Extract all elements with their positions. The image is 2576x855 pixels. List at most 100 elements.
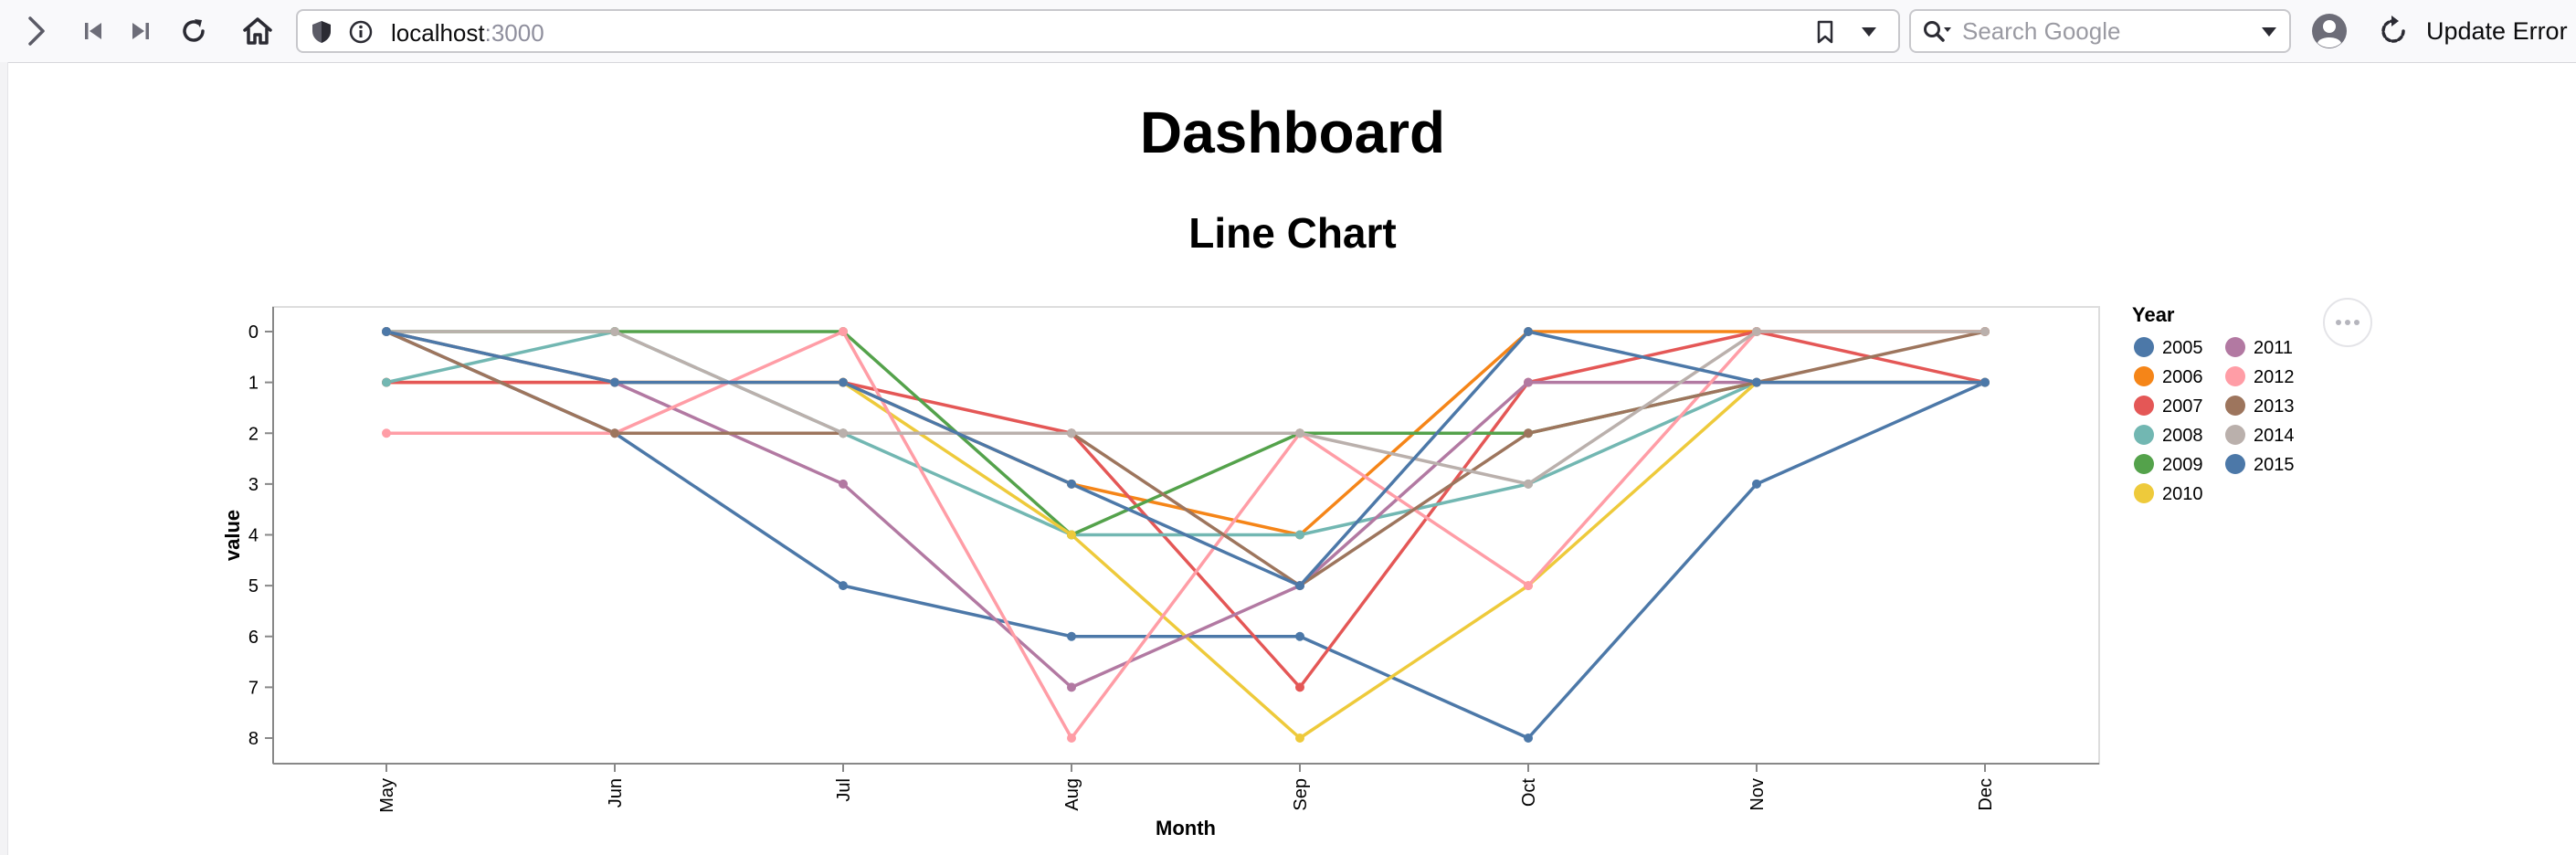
data-point-2005[interactable] xyxy=(1524,734,1533,743)
account-button[interactable] xyxy=(2311,13,2348,49)
x-tick-label: Jul xyxy=(834,778,854,802)
data-point-2008[interactable] xyxy=(1295,530,1304,540)
page-title: Dashboard xyxy=(1139,100,1446,165)
data-point-2012[interactable] xyxy=(1067,734,1076,743)
data-point-2015[interactable] xyxy=(839,377,848,387)
y-axis-title: value xyxy=(221,510,244,561)
legend-label-2014: 2014 xyxy=(2254,426,2295,446)
y-tick-label: 2 xyxy=(248,424,259,444)
y-tick-label: 3 xyxy=(248,475,259,495)
data-point-2005[interactable] xyxy=(1295,631,1304,641)
search-input[interactable] xyxy=(1962,16,2236,46)
data-point-2014[interactable] xyxy=(1067,428,1076,438)
update-icon xyxy=(2381,16,2405,43)
series-line-2011 xyxy=(385,330,1985,690)
skip-forward-button[interactable] xyxy=(122,13,159,49)
data-point-2013[interactable] xyxy=(610,428,619,438)
url-bar[interactable]: localhost:3000 xyxy=(296,9,1900,53)
data-point-2013[interactable] xyxy=(1524,428,1533,438)
reload-button[interactable] xyxy=(175,13,212,49)
data-point-2005[interactable] xyxy=(839,581,848,591)
data-point-2012[interactable] xyxy=(839,327,848,336)
legend-label-2011: 2011 xyxy=(2254,338,2293,358)
legend-swatch-2007 xyxy=(2134,396,2154,416)
data-point-2007[interactable] xyxy=(1295,682,1304,692)
search-icon xyxy=(1924,21,1951,42)
data-point-2015[interactable] xyxy=(382,327,391,336)
reload-icon xyxy=(183,19,205,42)
y-tick-label: 7 xyxy=(248,678,259,698)
update-button[interactable] xyxy=(2375,13,2412,49)
url-host: localhost xyxy=(391,19,485,47)
url-port: :3000 xyxy=(484,19,544,47)
x-tick-label: Nov xyxy=(1747,778,1768,811)
data-point-2015[interactable] xyxy=(1980,377,1990,387)
legend-label-2007: 2007 xyxy=(2162,396,2203,417)
info-icon[interactable] xyxy=(349,20,373,44)
data-point-2015[interactable] xyxy=(1524,327,1533,336)
data-point-2014[interactable] xyxy=(1524,479,1533,489)
legend-label-2006: 2006 xyxy=(2162,367,2203,387)
data-point-2011[interactable] xyxy=(839,479,848,489)
skip-back-icon xyxy=(85,23,101,39)
home-icon xyxy=(243,17,272,45)
legend-swatch-2010 xyxy=(2134,483,2154,503)
bookmark-icon[interactable] xyxy=(1816,20,1834,44)
y-tick-label: 8 xyxy=(248,729,259,749)
browser-toolbar: localhost:3000 Update Error xyxy=(0,0,2576,63)
data-point-2014[interactable] xyxy=(1295,428,1304,438)
legend-label-2005: 2005 xyxy=(2162,338,2203,358)
data-point-2014[interactable] xyxy=(610,327,619,336)
data-point-2010[interactable] xyxy=(1067,530,1076,540)
chart-heading: Line Chart xyxy=(1188,209,1397,257)
legend-label-2008: 2008 xyxy=(2162,426,2203,446)
x-tick-label: Sep xyxy=(1291,778,1311,811)
search-bar[interactable] xyxy=(1909,9,2291,53)
y-tick-label: 4 xyxy=(248,526,259,546)
legend-swatch-2014 xyxy=(2225,425,2245,445)
data-point-2015[interactable] xyxy=(1067,479,1076,489)
x-axis: May Jun Jul Aug Sep Oct Nov Dec xyxy=(273,763,2099,813)
skip-back-button[interactable] xyxy=(75,13,111,49)
legend-swatch-2009 xyxy=(2134,454,2154,474)
shield-icon xyxy=(312,21,331,43)
legend-swatch-2012 xyxy=(2225,366,2245,386)
chart-actions-button[interactable] xyxy=(2323,298,2372,347)
legend-label-2009: 2009 xyxy=(2162,455,2203,475)
series-line-2014 xyxy=(386,330,1985,486)
y-tick-label: 0 xyxy=(248,322,259,343)
data-point-2008[interactable] xyxy=(382,377,391,387)
data-point-2014[interactable] xyxy=(1752,327,1761,336)
data-point-2014[interactable] xyxy=(839,428,848,438)
page-left-edge xyxy=(0,62,8,855)
y-tick-label: 5 xyxy=(248,576,259,596)
series-lines xyxy=(385,330,1986,740)
data-point-2012[interactable] xyxy=(382,428,391,438)
legend-title: Year xyxy=(2132,303,2175,326)
data-point-2015[interactable] xyxy=(1295,581,1304,591)
home-button[interactable] xyxy=(239,13,276,49)
data-point-2012[interactable] xyxy=(1524,581,1533,591)
data-point-2011[interactable] xyxy=(1067,682,1076,692)
legend-label-2010: 2010 xyxy=(2162,484,2203,504)
legend-swatch-2013 xyxy=(2225,396,2245,416)
series-line-2013 xyxy=(385,330,1986,587)
update-error-label[interactable]: Update Error xyxy=(2426,17,2568,45)
x-tick-label: Oct xyxy=(1519,778,1539,808)
search-engine-dropdown-icon[interactable] xyxy=(2260,26,2278,38)
legend-swatch-2006 xyxy=(2134,366,2154,386)
legend: Year 2005 2006 2007 2008 2009 2010 2011 2012 2013… xyxy=(2132,303,2295,504)
data-point-2005[interactable] xyxy=(1067,631,1076,641)
data-point-2014[interactable] xyxy=(1980,327,1990,336)
url-text[interactable]: localhost:3000 xyxy=(391,19,544,48)
data-point-2010[interactable] xyxy=(1295,734,1304,743)
data-point-2015[interactable] xyxy=(610,377,619,387)
data-point-2011[interactable] xyxy=(1524,377,1533,387)
legend-label-2012: 2012 xyxy=(2254,367,2295,387)
data-point-2015[interactable] xyxy=(1752,377,1761,387)
chevron-down-icon[interactable] xyxy=(1860,26,1878,38)
forward-button[interactable] xyxy=(18,13,55,49)
data-point-2005[interactable] xyxy=(1752,479,1761,489)
series-points xyxy=(382,327,1990,743)
